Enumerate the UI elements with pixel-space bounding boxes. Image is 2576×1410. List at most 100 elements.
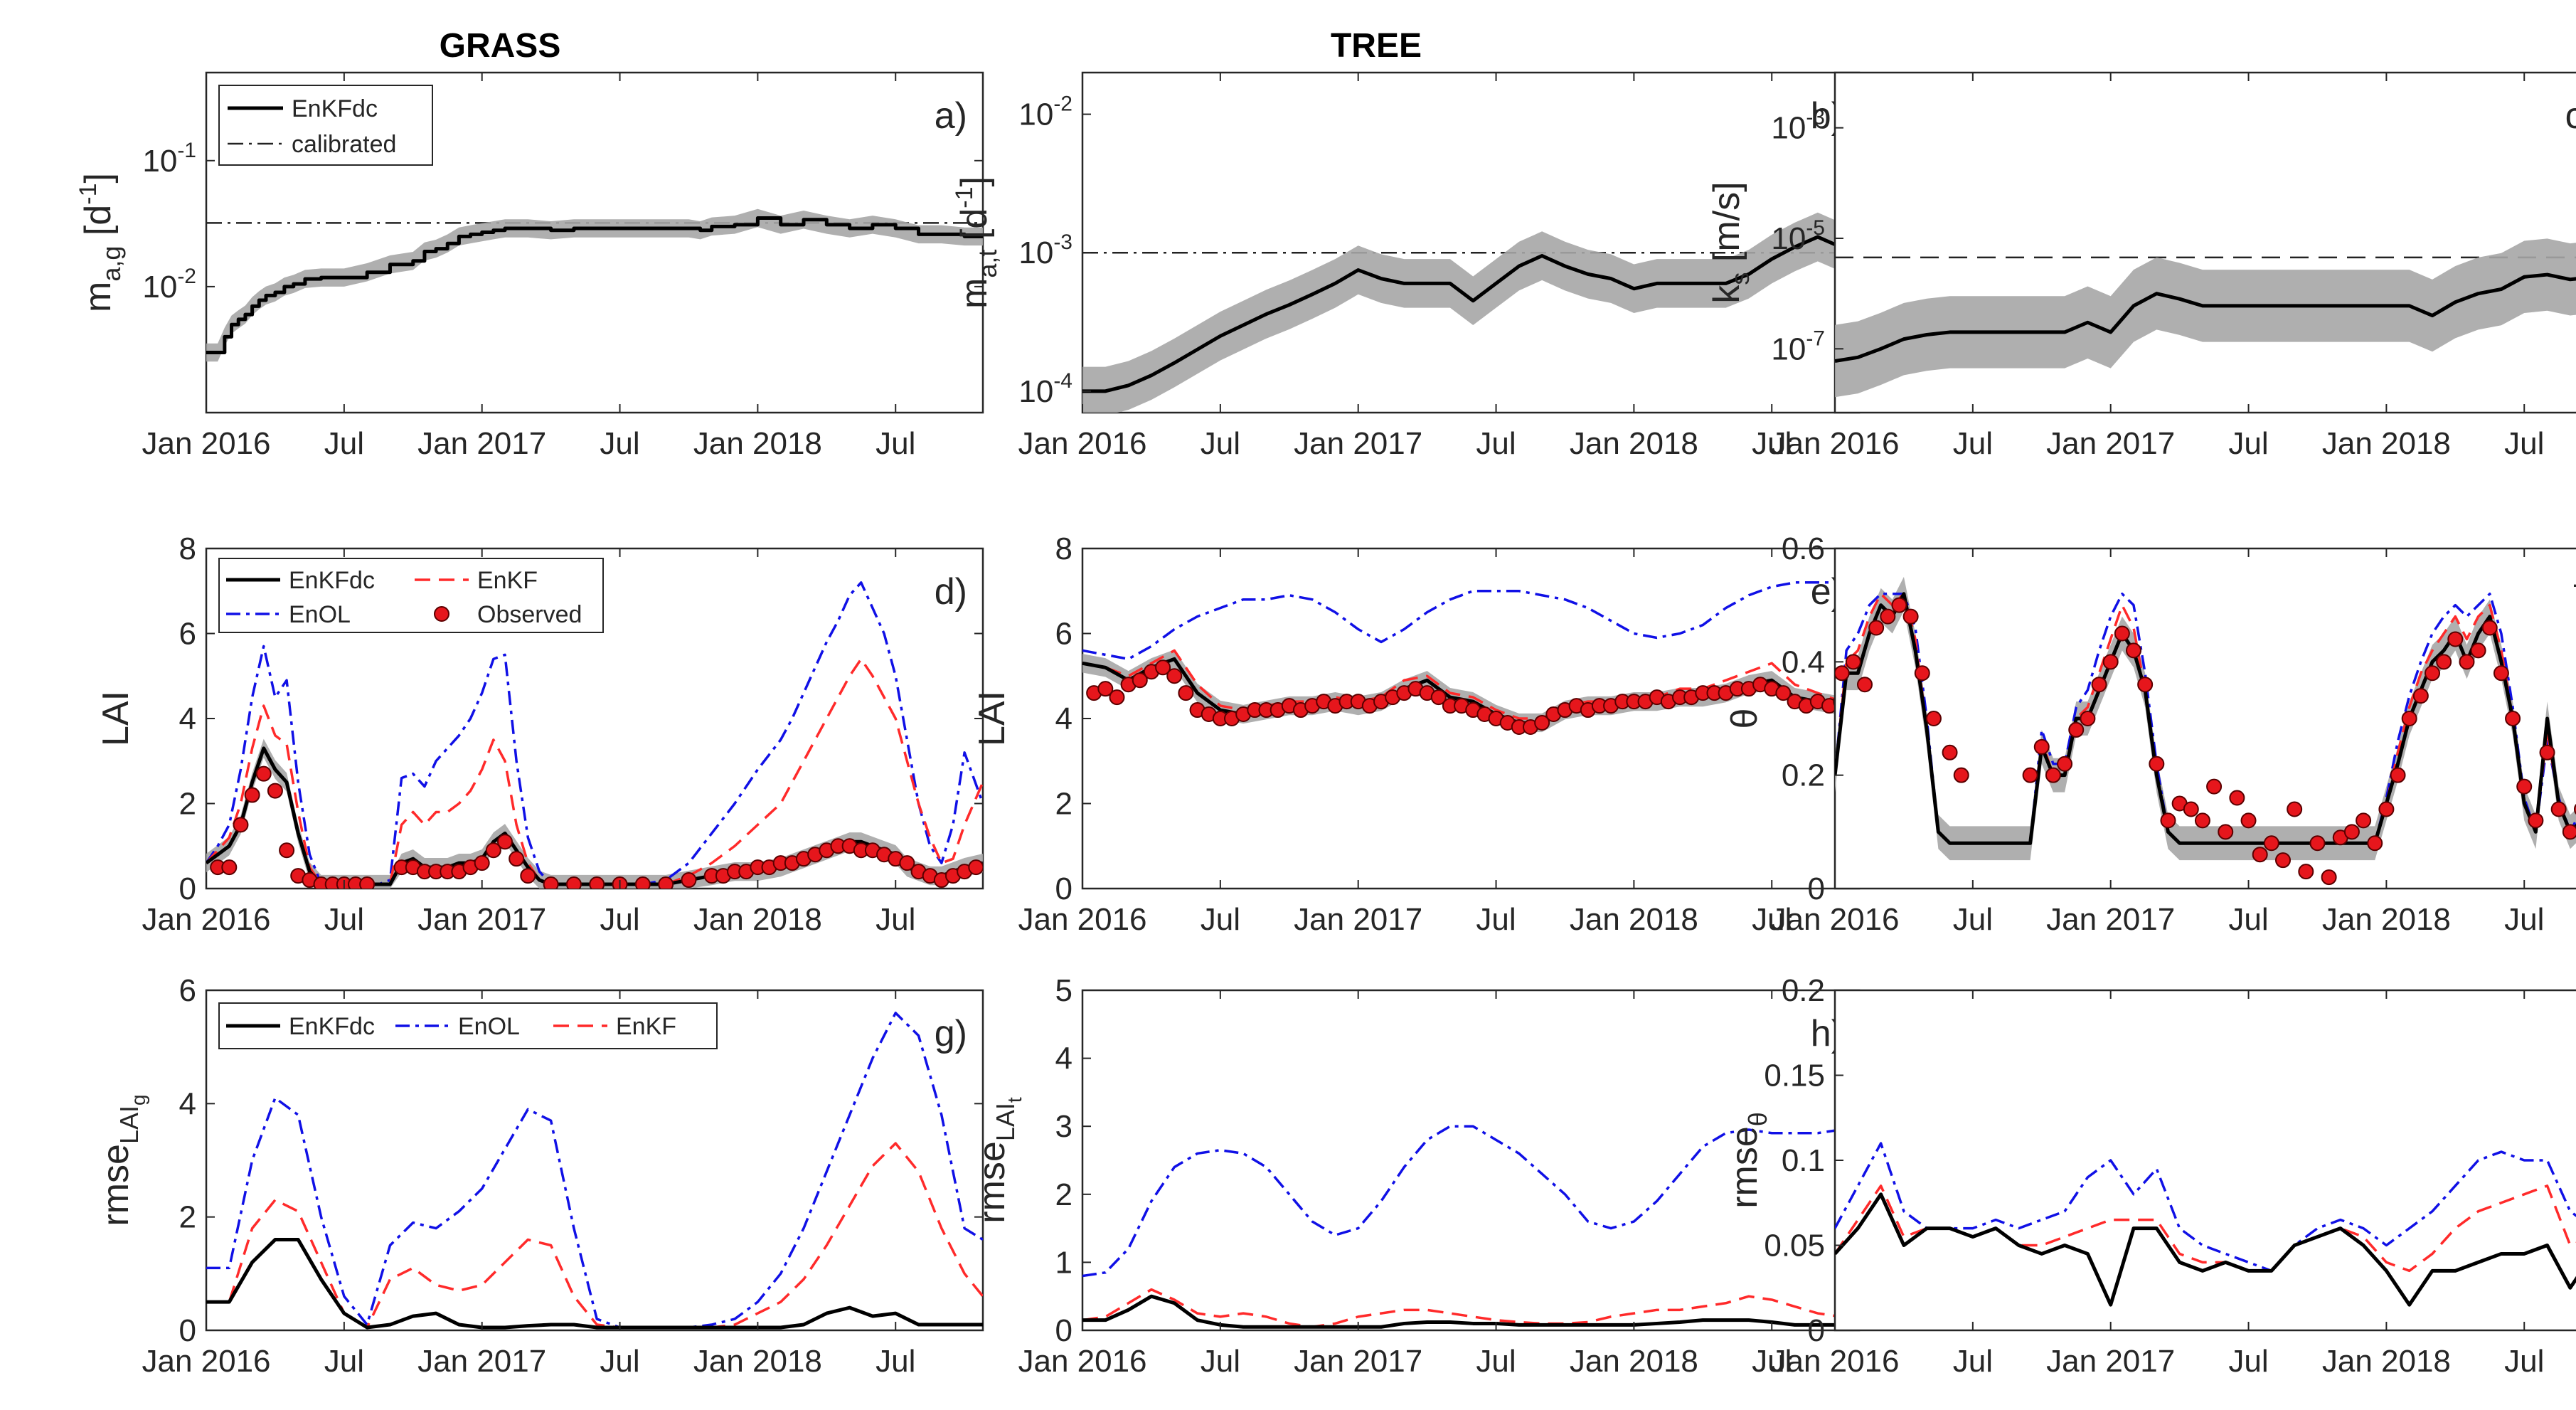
observed-point xyxy=(485,842,501,859)
y-tick-label: 10-2 xyxy=(1018,92,1073,132)
observed-point xyxy=(1880,608,1896,625)
x-tick-label: Jul xyxy=(324,902,364,937)
observed-point xyxy=(2114,625,2130,642)
x-tick-label: Jan 2017 xyxy=(417,426,546,461)
y-axis-label: rmseLAIg xyxy=(95,1094,149,1226)
x-tick-label: Jul xyxy=(875,426,915,461)
x-tick-label: Jan 2017 xyxy=(2046,426,2175,461)
observed-point xyxy=(2263,835,2279,852)
legend: EnKFdc EnOL EnKF xyxy=(218,1002,718,1049)
x-tick-label: Jul xyxy=(875,1344,915,1379)
y-tick-label: 0.15 xyxy=(1764,1059,1825,1093)
y-tick-label: 6 xyxy=(1055,617,1073,652)
observed-point xyxy=(2080,711,2096,726)
y-tick-label: 10-5 xyxy=(1771,216,1825,256)
y-tick-label: 0 xyxy=(1808,1313,1825,1348)
observed-point xyxy=(2183,801,2199,817)
observed-point xyxy=(634,876,651,889)
uncertainty-band xyxy=(206,738,983,889)
legend-box xyxy=(218,1002,718,1049)
series-enkfdc xyxy=(1082,235,1859,393)
x-tick-label: Jul xyxy=(2504,902,2544,937)
observed-point xyxy=(267,783,283,799)
y-tick-label: 10-2 xyxy=(142,265,196,304)
x-tick-label: Jan 2017 xyxy=(2046,902,2175,937)
x-tick-label: Jul xyxy=(324,1344,364,1379)
x-tick-label: Jul xyxy=(1201,426,1240,461)
observed-point xyxy=(2137,677,2154,693)
observed-point xyxy=(244,787,260,803)
x-tick-label: Jul xyxy=(1752,426,1792,461)
uncertainty-band xyxy=(1835,238,2576,398)
observed-point xyxy=(2528,812,2544,829)
series-enkfdc xyxy=(206,216,983,354)
observed-point xyxy=(565,876,582,889)
axes-frame xyxy=(1833,989,2576,1332)
x-tick-label: Jul xyxy=(2504,426,2544,461)
observed-point xyxy=(1953,767,1969,783)
observed-point xyxy=(1914,665,1930,682)
observed-point xyxy=(2412,688,2429,704)
y-tick-label: 0 xyxy=(179,1313,196,1348)
observed-point xyxy=(2367,835,2383,852)
plot-area xyxy=(206,208,983,362)
x-tick-label: Jan 2016 xyxy=(1018,902,1146,937)
observed-point xyxy=(1845,654,1861,670)
observed-point xyxy=(1902,608,1919,625)
observed-point xyxy=(2275,852,2291,869)
y-axis-label: rmseLAIt xyxy=(972,1097,1026,1224)
y-tick-label: 8 xyxy=(179,531,196,566)
observed-point xyxy=(2343,824,2360,840)
x-tick-label: Jan 2018 xyxy=(2322,902,2451,937)
observed-point xyxy=(2550,801,2567,817)
observed-point xyxy=(2126,642,2141,659)
panel-letter: f) xyxy=(2573,571,2576,613)
panel-f: Jan 2016 Jul Jan 2017 Jul Jan 2018 Jul00.20.4… xyxy=(1724,531,2576,937)
legend-label-enkf: EnKF xyxy=(477,567,538,594)
y-tick-label: 10-3 xyxy=(1018,230,1073,270)
x-tick-label: Jul xyxy=(875,902,915,937)
y-axis-label: LAI xyxy=(95,691,137,746)
x-tick-label: Jan 2017 xyxy=(1294,1344,1422,1379)
series-enkf xyxy=(1082,649,1859,720)
plot-area xyxy=(1082,581,1859,735)
y-tick-label: 10-4 xyxy=(1018,369,1073,409)
panel-e: Jan 2016 Jul Jan 2017 Jul Jan 2018 Jul 0 2 4 6 8 LA… xyxy=(972,531,1861,937)
legend-box xyxy=(218,558,604,633)
panel-d: Jan 2016 Jul Jan 2017 Jul Jan 2018 Jul 0 2 4 6 8 LA… xyxy=(95,531,984,937)
observed-point xyxy=(2562,824,2576,840)
legend-label-calibrated: calibrated xyxy=(292,131,396,158)
series-enkfdc xyxy=(1835,272,2576,364)
plot-area xyxy=(1082,212,1859,413)
y-tick-label: 4 xyxy=(179,701,196,736)
observed-point xyxy=(2321,869,2337,886)
y-tick-label: 0 xyxy=(1055,871,1073,906)
observed-point xyxy=(2149,756,2165,772)
observed-point xyxy=(2022,767,2038,783)
y-axis-label: LAI xyxy=(972,691,1013,746)
panel-h: Jan 2016 Jul Jan 2017 Jul Jan 2018 Jul 0 1 2 3 4 5 r… xyxy=(972,973,1861,1379)
x-tick-label: Jan 2018 xyxy=(2322,426,2451,461)
x-tick-label: Jul xyxy=(1201,902,1240,937)
x-tick-label: Jul xyxy=(2228,1344,2268,1379)
legend-swatch-observed xyxy=(434,606,449,622)
observed-point xyxy=(2493,665,2509,682)
x-tick-label: Jul xyxy=(1953,426,1993,461)
legend-box xyxy=(218,85,433,166)
observed-point xyxy=(2516,778,2533,795)
observed-point xyxy=(1178,685,1194,701)
y-tick-label: 0.05 xyxy=(1764,1229,1825,1263)
y-tick-label: 0.2 xyxy=(1782,973,1825,1008)
y-tick-label: 0.1 xyxy=(1782,1143,1825,1178)
y-tick-label: 4 xyxy=(179,1086,196,1121)
y-tick-label: 2 xyxy=(1055,787,1073,822)
observed-point xyxy=(1097,681,1114,697)
x-tick-label: Jul xyxy=(2228,902,2268,937)
observed-point xyxy=(2229,790,2245,806)
x-tick-label: Jan 2018 xyxy=(1570,902,1698,937)
observed-point xyxy=(1155,659,1171,676)
observed-point xyxy=(2194,812,2210,829)
observed-point xyxy=(543,876,559,889)
x-tick-label: Jul xyxy=(600,902,639,937)
